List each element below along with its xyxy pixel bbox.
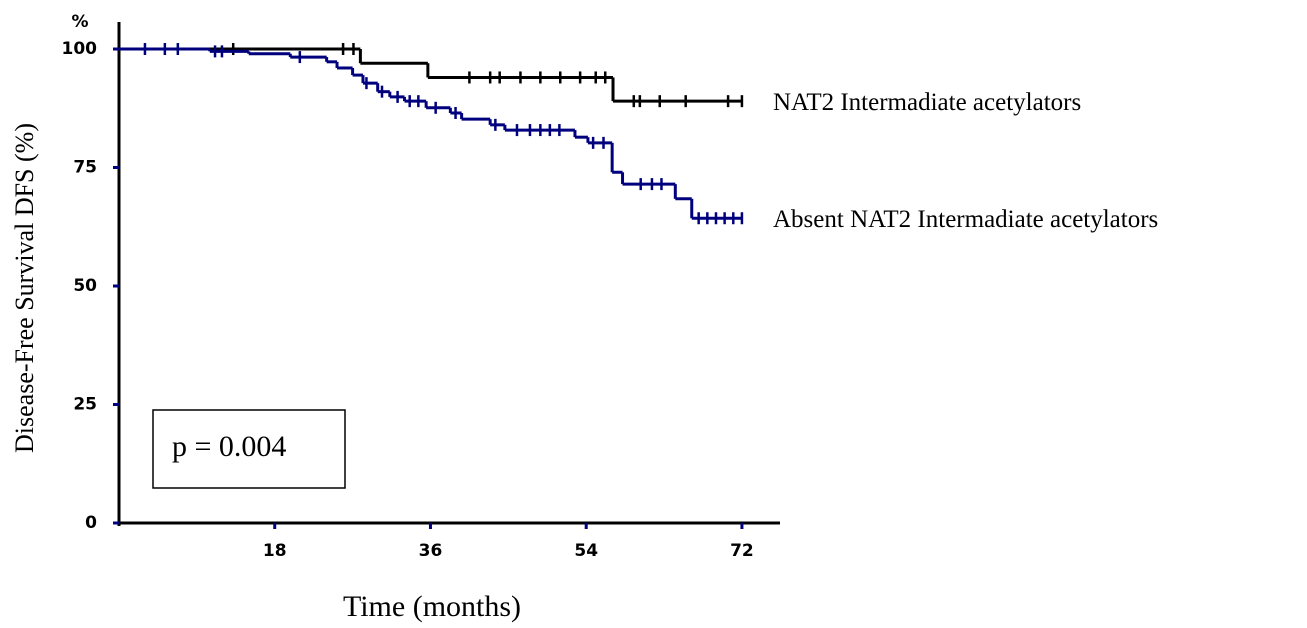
series-label: NAT2 Intermadiate acetylators xyxy=(773,89,1081,116)
annotation: p = 0.004 xyxy=(172,430,286,463)
x-tick-label: 54 xyxy=(574,541,598,561)
x-tick-label: 18 xyxy=(263,541,287,561)
x-axis-label: Time (months) xyxy=(343,590,521,623)
y-tick-label: 50 xyxy=(73,276,97,296)
y-tick-label: 100 xyxy=(62,39,98,59)
y-tick-label: 75 xyxy=(73,158,97,178)
series-label: Absent NAT2 Intermadiate acetylators xyxy=(773,206,1158,233)
y-unit: % xyxy=(71,12,88,32)
y-tick-label: 0 xyxy=(85,513,97,533)
x-tick-label: 72 xyxy=(730,541,754,561)
annotation-box xyxy=(152,409,346,489)
x-tick-label: 36 xyxy=(419,541,443,561)
y-tick-label: 25 xyxy=(73,395,97,415)
y-axis-label: Disease-Free Survival DFS (%) xyxy=(10,123,39,453)
